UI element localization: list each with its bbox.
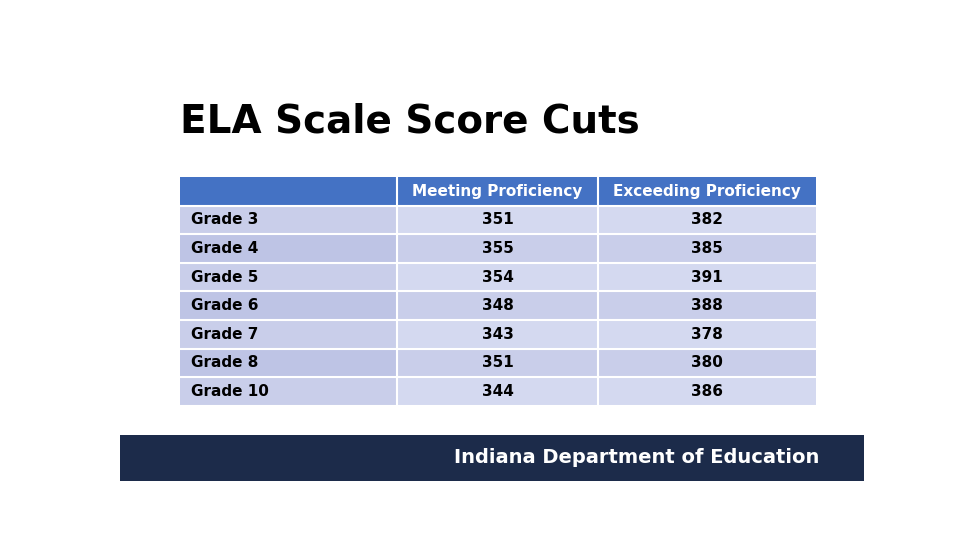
Bar bbox=[180, 234, 396, 263]
Bar bbox=[598, 349, 816, 377]
Bar bbox=[598, 377, 816, 406]
Bar bbox=[180, 263, 396, 292]
Bar bbox=[396, 349, 598, 377]
Text: 355: 355 bbox=[482, 241, 514, 256]
Text: Grade 7: Grade 7 bbox=[191, 327, 258, 342]
Bar bbox=[180, 349, 396, 377]
Text: 391: 391 bbox=[691, 269, 723, 285]
Text: Indiana Department of Education: Indiana Department of Education bbox=[454, 448, 820, 467]
Bar bbox=[396, 177, 598, 206]
Bar bbox=[396, 234, 598, 263]
Text: 380: 380 bbox=[691, 355, 723, 370]
Bar bbox=[180, 320, 396, 349]
Text: 343: 343 bbox=[482, 327, 514, 342]
Text: 351: 351 bbox=[482, 212, 514, 227]
Text: Grade 4: Grade 4 bbox=[191, 241, 258, 256]
Text: 388: 388 bbox=[691, 298, 723, 313]
Bar bbox=[598, 292, 816, 320]
Text: 354: 354 bbox=[482, 269, 514, 285]
Text: Meeting Proficiency: Meeting Proficiency bbox=[413, 184, 583, 199]
Text: ELA Scale Score Cuts: ELA Scale Score Cuts bbox=[180, 102, 639, 140]
Text: Grade 3: Grade 3 bbox=[191, 212, 258, 227]
Text: Grade 8: Grade 8 bbox=[191, 355, 258, 370]
Text: 382: 382 bbox=[691, 212, 723, 227]
Text: Grade 10: Grade 10 bbox=[191, 384, 269, 399]
Text: 351: 351 bbox=[482, 355, 514, 370]
Text: 344: 344 bbox=[482, 384, 514, 399]
Bar bbox=[396, 320, 598, 349]
Text: 378: 378 bbox=[691, 327, 723, 342]
Text: 348: 348 bbox=[482, 298, 514, 313]
Bar bbox=[180, 177, 396, 206]
Bar bbox=[598, 177, 816, 206]
Bar bbox=[180, 206, 396, 234]
Bar bbox=[598, 263, 816, 292]
Bar bbox=[598, 320, 816, 349]
Text: 385: 385 bbox=[691, 241, 723, 256]
Text: Grade 5: Grade 5 bbox=[191, 269, 258, 285]
Text: Exceeding Proficiency: Exceeding Proficiency bbox=[613, 184, 801, 199]
Bar bbox=[598, 206, 816, 234]
Bar bbox=[180, 292, 396, 320]
Bar bbox=[396, 263, 598, 292]
Bar bbox=[180, 377, 396, 406]
Bar bbox=[396, 377, 598, 406]
Bar bbox=[396, 292, 598, 320]
Bar bbox=[598, 234, 816, 263]
Text: 386: 386 bbox=[691, 384, 723, 399]
Bar bbox=[396, 206, 598, 234]
Text: Grade 6: Grade 6 bbox=[191, 298, 258, 313]
Bar bbox=[120, 435, 864, 481]
